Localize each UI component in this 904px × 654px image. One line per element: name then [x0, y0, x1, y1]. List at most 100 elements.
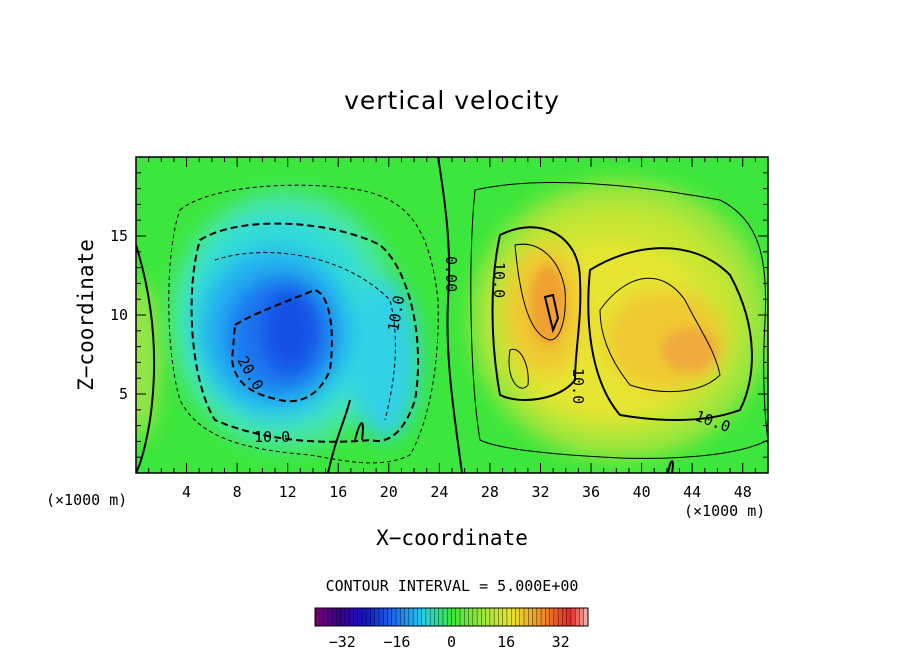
contour-label: 10.0	[569, 368, 587, 404]
x-tick-label: 40	[633, 483, 651, 501]
colorbar-cell	[460, 608, 465, 626]
colorbar-cell	[498, 608, 504, 626]
colorbar-tick-label: −32	[329, 633, 356, 651]
y-tick-label: 15	[110, 227, 128, 245]
colorbar-cell	[357, 608, 363, 626]
colorbar-cell	[413, 608, 418, 626]
colorbar-cell	[511, 608, 516, 626]
colorbar-cell	[434, 608, 440, 626]
colorbar-tick-label: 32	[552, 633, 570, 651]
colorbar-cell	[468, 608, 474, 626]
y-axis-ticks: 5 10 15	[110, 156, 768, 474]
colorbar-cell	[378, 608, 384, 626]
x-tick-label: 48	[734, 483, 752, 501]
y-tick-label: 10	[110, 306, 128, 324]
colorbar-cell	[562, 608, 568, 626]
colorbar-cell	[396, 608, 401, 626]
colorbar-cell	[417, 608, 423, 626]
colorbar-cell	[570, 608, 576, 626]
colorbar-cell	[332, 608, 337, 626]
contour-interval: CONTOUR INTERVAL = 5.000E+00	[325, 577, 579, 595]
colorbar-cell	[528, 608, 534, 626]
colorbar-cell	[477, 608, 482, 626]
chart-title: vertical velocity	[344, 86, 560, 115]
x-tick-label: 20	[380, 483, 398, 501]
x-tick-label: 12	[279, 483, 297, 501]
x-axis-label: X−coordinate	[376, 526, 528, 550]
contour-label: 10.0	[490, 262, 508, 298]
colorbar-tick-label: 0	[447, 633, 456, 651]
colorbar-cell	[344, 608, 350, 626]
colorbar-cell	[349, 608, 354, 626]
contour-label: 0.00	[442, 256, 460, 292]
colorbar-cell	[532, 608, 538, 626]
colorbar-cell	[327, 608, 333, 626]
field	[136, 157, 768, 473]
x-tick-label: 44	[683, 483, 701, 501]
contour-label: 10.0	[384, 294, 408, 333]
colorbar-cell	[425, 608, 431, 626]
contour-zero-center	[437, 157, 463, 473]
colorbar-cell	[383, 608, 389, 626]
colorbar-cell	[366, 608, 371, 626]
x-tick-label: 16	[329, 483, 347, 501]
colorbar-cell	[447, 608, 452, 626]
colorbar-cell	[455, 608, 461, 626]
colorbar-cell	[315, 608, 320, 626]
colorbar-tick-label: −16	[383, 633, 410, 651]
colorbar-cell	[472, 608, 478, 626]
colorbar-cell	[545, 608, 551, 626]
colorbar-cell	[442, 608, 448, 626]
colorbar-cell	[502, 608, 508, 626]
x-unit-left: (×1000 m)	[46, 491, 128, 509]
colorbar-cell	[353, 608, 359, 626]
x-tick-label: 24	[430, 483, 448, 501]
colorbar-ticks: −32 −16 0 16 32	[329, 633, 570, 651]
colorbar-cell	[438, 608, 444, 626]
colorbar-cell	[404, 608, 410, 626]
x-unit-right: (×1000 m)	[684, 502, 766, 520]
colorbar-cell	[430, 608, 435, 626]
colorbar-cell	[421, 608, 427, 626]
colorbar-cell	[583, 608, 589, 626]
colorbar-cell	[515, 608, 521, 626]
colorbar-cell	[536, 608, 542, 626]
colorbar-cell	[374, 608, 380, 626]
colorbar-cell	[549, 608, 555, 626]
colorbar-cell	[481, 608, 487, 626]
contour-zero-left	[136, 244, 156, 473]
colorbar-cell	[319, 608, 325, 626]
colorbar-frame	[314, 607, 589, 627]
colorbar-cell	[575, 608, 580, 626]
x-tick-label: 8	[233, 483, 242, 501]
x-tick-label: 36	[582, 483, 600, 501]
x-tick-label: 28	[481, 483, 499, 501]
colorbar-cell	[400, 608, 406, 626]
colorbar-cell	[387, 608, 393, 626]
colorbar-cell	[340, 608, 346, 626]
colorbar-cell	[323, 608, 329, 626]
colorbar-cell	[553, 608, 559, 626]
colorbar-cell	[579, 608, 585, 626]
colorbar-cell	[566, 608, 572, 626]
colorbar-cell	[524, 608, 529, 626]
downdraft-region	[170, 190, 420, 450]
colorbar-cell	[361, 608, 367, 626]
colorbar-cell	[558, 608, 563, 626]
colorbar-cell	[541, 608, 546, 626]
colorbar-cell	[370, 608, 376, 626]
x-tick-label: 32	[531, 483, 549, 501]
updraft-region	[470, 180, 768, 460]
colorbar-cell	[506, 608, 512, 626]
colorbar-cell	[391, 608, 397, 626]
colorbar-cell	[336, 608, 342, 626]
colorbar	[314, 607, 589, 627]
y-tick-label: 5	[119, 385, 128, 403]
colorbar-cell	[489, 608, 495, 626]
contour-lines	[136, 157, 768, 473]
x-axis-ticks: 4 8 12 16 20 24 28 32 36 40 44 48	[135, 157, 769, 501]
x-tick-label: 4	[182, 483, 191, 501]
colorbar-cell	[485, 608, 491, 626]
colorbar-cell	[451, 608, 457, 626]
